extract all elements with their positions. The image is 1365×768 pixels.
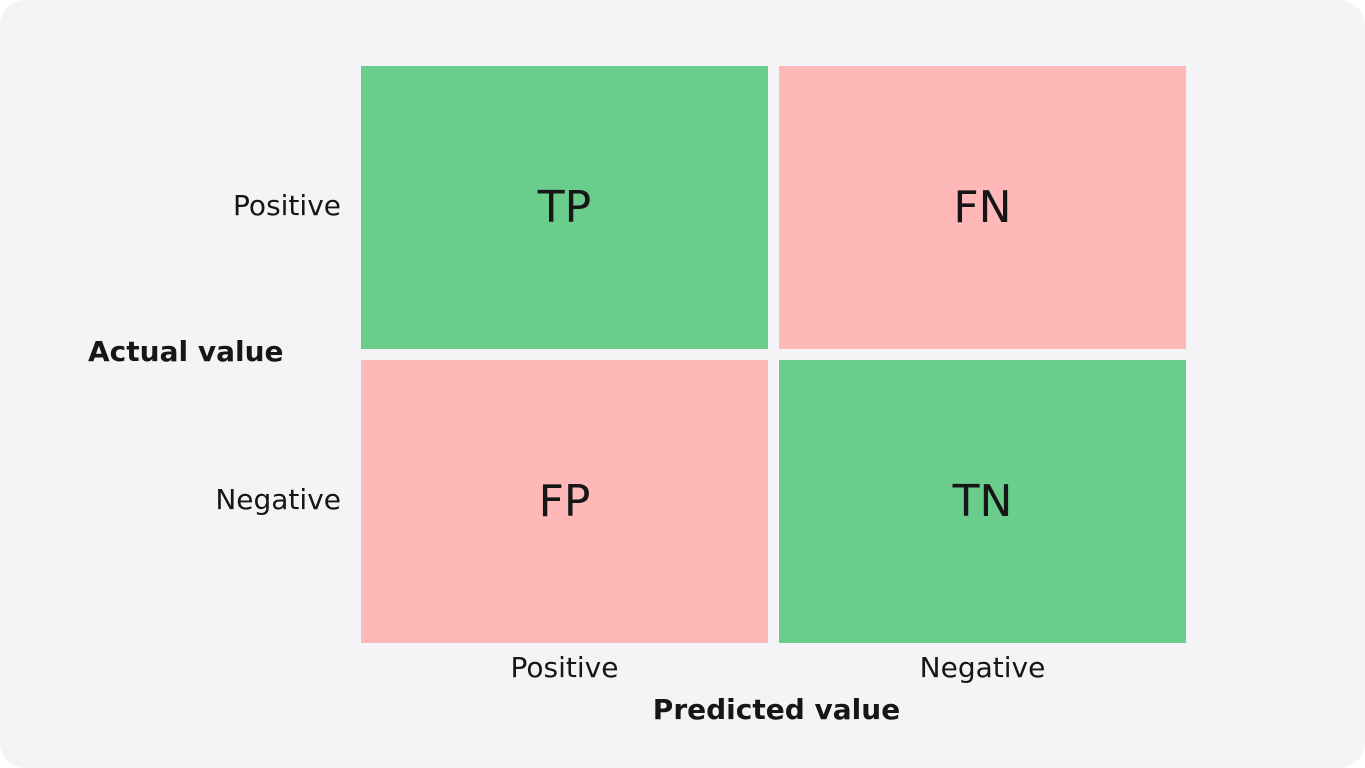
column-label: Negative: [919, 651, 1046, 684]
matrix-cell: TN: [779, 360, 1186, 643]
matrix-cell: FN: [779, 66, 1186, 349]
column-label: Positive: [510, 651, 619, 684]
axis-title: Predicted value: [652, 693, 901, 726]
matrix-cell: TP: [361, 66, 768, 349]
axis-title: Actual value: [88, 335, 284, 368]
row-label: Positive: [233, 189, 341, 222]
row-label: Negative: [215, 483, 341, 516]
matrix-cell: FP: [361, 360, 768, 643]
